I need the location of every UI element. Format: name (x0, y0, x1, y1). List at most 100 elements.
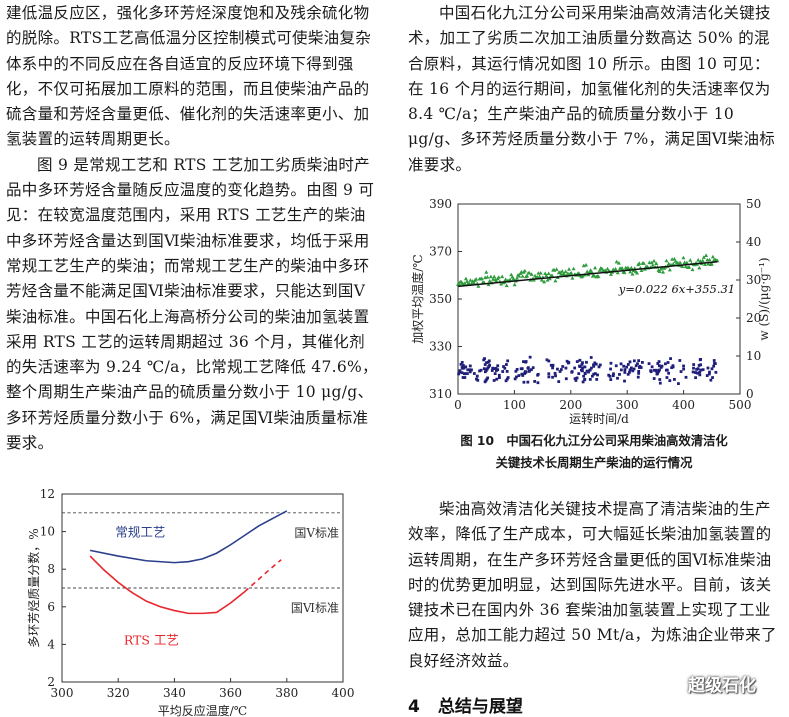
temperature-point (697, 265, 702, 270)
temperature-point (591, 273, 596, 277)
temperature-point (500, 274, 505, 279)
temperature-point (491, 277, 496, 281)
temperature-point (542, 279, 547, 284)
sulfur-point (698, 370, 702, 374)
series-line (89, 555, 246, 615)
sulfur-point (470, 368, 473, 372)
sulfur-point (632, 367, 636, 371)
sulfur-point (580, 368, 584, 372)
sulfur-point (588, 378, 592, 381)
sulfur-point (595, 377, 599, 381)
sulfur-point (460, 360, 464, 364)
sulfur-point (553, 371, 557, 375)
sulfur-point (628, 360, 632, 364)
sulfur-point (536, 381, 540, 385)
sulfur-point (593, 372, 597, 376)
y-tick-label: 390 (429, 197, 452, 211)
temperature-point (517, 274, 522, 278)
temperature-point (567, 267, 572, 271)
x-tick-label: 400 (332, 686, 355, 700)
sulfur-point (504, 379, 508, 383)
sulfur-point (708, 370, 711, 374)
temperature-point (684, 260, 689, 265)
temperature-point (628, 269, 633, 274)
sulfur-point (709, 378, 713, 382)
temperature-point (484, 270, 489, 274)
sulfur-point (609, 361, 613, 365)
caption-line-1: 图 10 中国石化九江分公司采用柴油高效清洁化 (460, 434, 728, 448)
temperature-point (661, 270, 666, 274)
temperature-point (596, 274, 601, 279)
sulfur-point (476, 378, 480, 382)
sulfur-point (594, 362, 598, 366)
sulfur-point (505, 369, 509, 373)
temperature-point (683, 264, 688, 269)
sulfur-point (524, 360, 528, 363)
sulfur-point (463, 376, 467, 379)
sulfur-point (582, 374, 586, 378)
sulfur-point (626, 363, 630, 366)
temperature-point (613, 266, 618, 271)
watermark: 超级石化 (660, 671, 756, 696)
temperature-point (707, 257, 712, 262)
right-column-lower: 柴油高效清洁化关键技术提高了清洁柴油的生产效率，降低了生产成本，可大幅延长柴油加… (408, 497, 780, 674)
sulfur-point (712, 359, 716, 362)
sulfur-point (581, 380, 585, 384)
temperature-point (499, 281, 504, 286)
sulfur-point (529, 368, 533, 372)
temperature-point (560, 269, 565, 273)
x-tick-label: 320 (107, 686, 130, 700)
sulfur-point (705, 374, 709, 377)
sulfur-point (549, 363, 553, 367)
sulfur-point (622, 364, 626, 368)
y-tick-label: 6 (47, 600, 55, 614)
sulfur-point (609, 378, 613, 381)
sulfur-point (666, 361, 670, 364)
x-tick-label: 500 (729, 398, 752, 412)
temperature-point (463, 276, 468, 281)
sulfur-point (608, 374, 612, 378)
section-number: 4 (408, 697, 420, 717)
temperature-point (468, 278, 473, 282)
sulfur-point (638, 366, 641, 369)
sulfur-point (493, 372, 497, 375)
sulfur-point (459, 362, 463, 366)
sulfur-point (696, 367, 700, 371)
temperature-point (593, 265, 598, 270)
temperature-point (635, 270, 640, 275)
x-axis-label: 平均反应温度/℃ (158, 703, 247, 717)
sulfur-point (551, 375, 554, 379)
temperature-point (657, 269, 662, 273)
temperature-point (496, 275, 501, 279)
figure-10-chart: 0 100 200 300 400 500 310 330 350 370 390 0 10 20 30 40… (410, 197, 771, 426)
sulfur-point (528, 355, 532, 359)
temperature-point (492, 274, 497, 279)
temperature-point (696, 258, 701, 262)
sulfur-point (629, 366, 633, 370)
sulfur-point (490, 369, 494, 372)
temperature-point (637, 261, 642, 265)
sulfur-point (460, 366, 464, 369)
figure-10-caption: 图 10 中国石化九江分公司采用柴油高效清洁化 关键技术长周期生产柴油的运行情况 (408, 430, 780, 474)
temperature-point (554, 267, 559, 271)
caption-line-2: 关键技术长周期生产柴油的运行情况 (495, 456, 693, 470)
sulfur-point (699, 368, 703, 372)
temperature-point (629, 265, 634, 270)
series-label: 常规工艺 (115, 524, 165, 539)
sulfur-point (585, 369, 589, 373)
right-column: 中国石化九江分公司采用柴油高效清洁化关键技术，加工了劣质二次加工油质量分数高达 … (408, 1, 780, 178)
y2-tick-label: 0 (746, 387, 754, 401)
series-line (89, 510, 288, 564)
sulfur-point (697, 364, 701, 367)
sulfur-point (506, 359, 510, 363)
sulfur-point (522, 360, 525, 364)
sulfur-point (670, 366, 674, 370)
sulfur-point (561, 365, 565, 368)
y-tick-label: 4 (47, 637, 55, 651)
sulfur-point (597, 365, 601, 369)
sulfur-point (565, 359, 569, 363)
sulfur-point (640, 361, 644, 364)
sulfur-point (611, 374, 615, 378)
sulfur-point (483, 363, 487, 366)
sulfur-point (466, 368, 470, 372)
